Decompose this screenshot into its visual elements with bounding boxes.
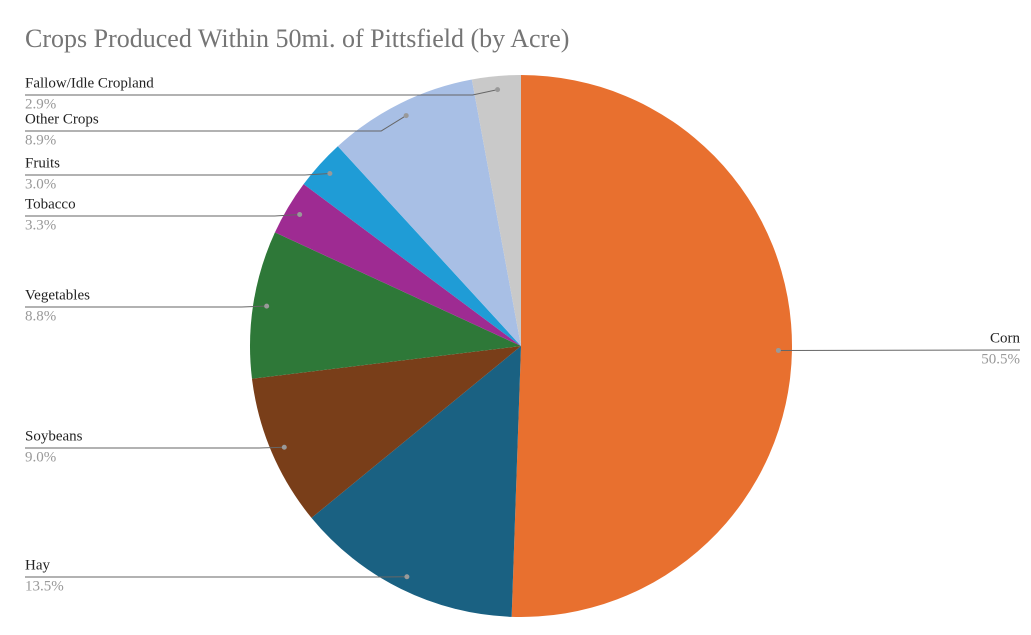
leader-line bbox=[25, 115, 407, 132]
leader-line bbox=[25, 172, 330, 176]
pie-slice bbox=[471, 75, 521, 346]
slice-label: Fallow/Idle Cropland bbox=[25, 75, 154, 91]
slice-value-label: 3.3% bbox=[25, 217, 56, 233]
leader-dot bbox=[775, 347, 781, 353]
slice-label: Soybeans bbox=[25, 428, 83, 444]
slice-value-label: 13.5% bbox=[25, 578, 64, 594]
pie-slice bbox=[274, 184, 521, 346]
leader-dot bbox=[495, 87, 501, 93]
slice-value-label: 2.9% bbox=[25, 96, 56, 112]
slice-label: Tobacco bbox=[25, 196, 76, 212]
pie-slice bbox=[311, 346, 521, 617]
leader-dot bbox=[403, 113, 409, 119]
pie-slice bbox=[511, 75, 792, 617]
leader-dot bbox=[327, 170, 333, 176]
slice-label: Fruits bbox=[25, 155, 60, 171]
slice-value-label: 3.0% bbox=[25, 176, 56, 192]
slice-value-label: 8.9% bbox=[25, 132, 56, 148]
slice-label: Corn bbox=[990, 330, 1021, 346]
slice-label: Other Crops bbox=[25, 111, 99, 127]
leader-line bbox=[25, 305, 267, 308]
pie-slice bbox=[303, 146, 521, 346]
pie-slice bbox=[337, 79, 521, 347]
leader-dot bbox=[281, 444, 287, 450]
pie-slice bbox=[251, 346, 521, 518]
leader-dot bbox=[264, 303, 270, 309]
slice-label: Hay bbox=[25, 557, 50, 573]
chart-title: Crops Produced Within 50mi. of Pittsfiel… bbox=[25, 24, 569, 53]
slice-value-label: 9.0% bbox=[25, 449, 56, 465]
leader-line bbox=[25, 89, 498, 96]
leader-dot bbox=[297, 211, 303, 217]
slice-value-label: 8.8% bbox=[25, 308, 56, 324]
slice-value-label: 50.5% bbox=[981, 351, 1020, 367]
leader-dot bbox=[404, 574, 410, 580]
pie-slice bbox=[250, 232, 521, 379]
leader-line bbox=[25, 446, 285, 449]
slice-label: Vegetables bbox=[25, 287, 90, 303]
leader-line bbox=[25, 213, 300, 217]
